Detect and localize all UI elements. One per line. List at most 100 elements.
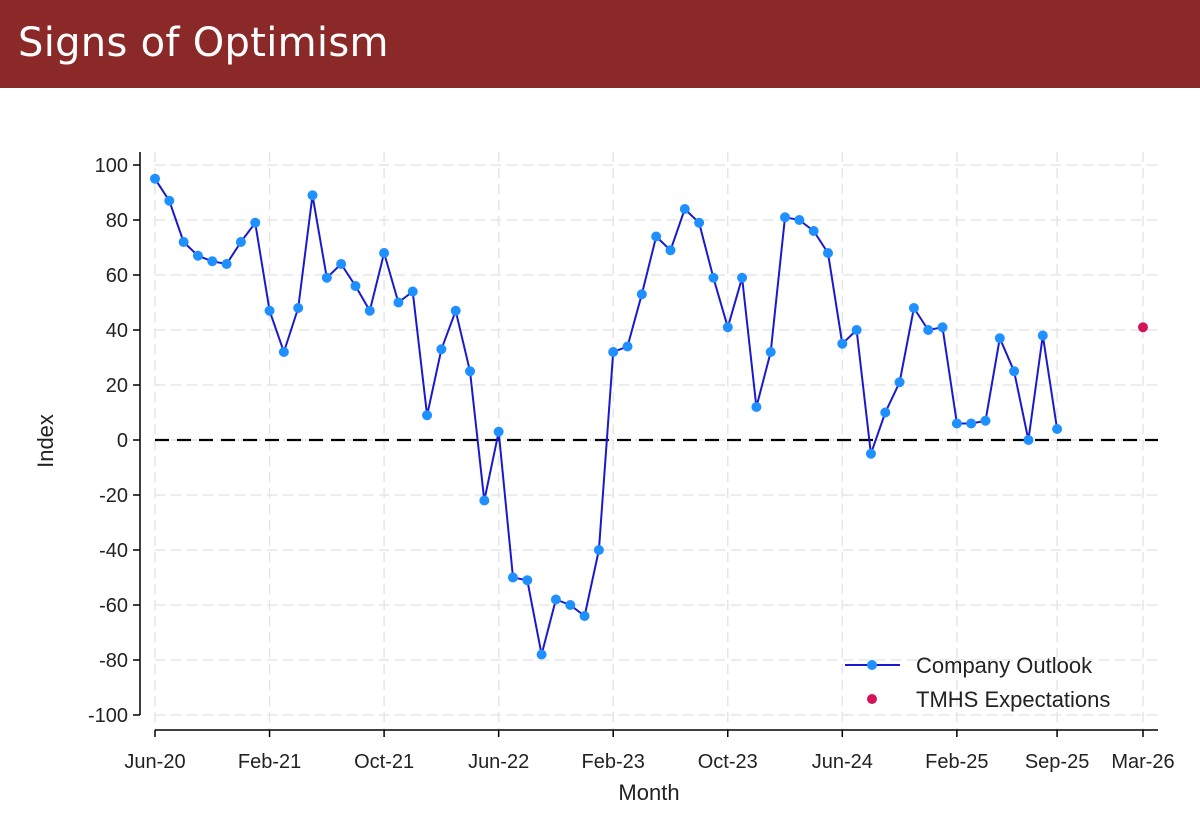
company-outlook-point xyxy=(422,410,433,421)
company-outlook-point xyxy=(379,248,390,258)
x-tick-label: Sep-25 xyxy=(1025,751,1090,773)
company-outlook-point xyxy=(722,322,733,333)
company-outlook-point xyxy=(579,611,590,621)
company-outlook-point xyxy=(264,305,275,316)
company-outlook-point xyxy=(364,305,375,316)
company-outlook-point xyxy=(407,286,418,297)
company-outlook-point xyxy=(207,256,218,267)
company-outlook-point xyxy=(608,347,619,357)
y-tick-label: -80 xyxy=(99,650,128,672)
company-outlook-point xyxy=(880,407,891,418)
company-outlook-point xyxy=(321,272,332,283)
legend-label-tmhs-expectations: TMHS Expectations xyxy=(916,687,1110,712)
company-outlook-point xyxy=(307,190,318,201)
y-tick-label: 100 xyxy=(95,155,128,177)
company-outlook-point xyxy=(293,303,304,313)
company-outlook-point xyxy=(436,344,447,355)
company-outlook-point xyxy=(278,347,289,357)
company-outlook-point xyxy=(507,572,518,583)
company-outlook-point xyxy=(808,226,819,236)
company-outlook-point xyxy=(780,212,791,223)
legend: Company Outlook TMHS Expectations xyxy=(845,653,1110,712)
company-outlook-point xyxy=(865,448,876,459)
company-outlook-point xyxy=(737,272,748,283)
legend-label-company-outlook: Company Outlook xyxy=(916,653,1093,678)
y-tick-label: 60 xyxy=(106,265,128,287)
x-axis-title: Month xyxy=(618,780,679,805)
company-outlook-point xyxy=(679,204,690,214)
y-axis-title: Index xyxy=(33,414,58,468)
company-outlook-point xyxy=(651,231,662,242)
tmhs-expectation-point xyxy=(1138,322,1148,333)
y-tick-label: -60 xyxy=(99,595,128,617)
company-outlook-point xyxy=(837,338,848,349)
company-outlook-point xyxy=(908,303,919,313)
company-outlook-line xyxy=(154,178,1059,656)
company-outlook-point xyxy=(694,217,705,228)
company-outlook-point xyxy=(708,272,719,283)
company-outlook-point xyxy=(894,377,905,388)
title-banner: Signs of Optimism xyxy=(0,0,1200,88)
company-outlook-point xyxy=(565,600,576,610)
company-outlook-point xyxy=(450,305,461,316)
axes xyxy=(139,152,1158,731)
x-tick-label: Feb-23 xyxy=(582,751,645,773)
series xyxy=(150,173,1148,660)
company-outlook-point xyxy=(994,333,1005,344)
company-outlook-point xyxy=(980,415,991,426)
company-outlook-point xyxy=(221,259,232,269)
company-outlook-point xyxy=(164,195,175,206)
y-tick-label: -20 xyxy=(99,485,128,507)
company-outlook-point xyxy=(150,173,160,184)
company-outlook-point xyxy=(522,575,533,586)
x-tick-label: Feb-25 xyxy=(925,751,988,773)
legend-marker-swatch xyxy=(867,660,877,670)
company-outlook-point xyxy=(235,237,246,247)
company-outlook-point xyxy=(536,649,547,660)
company-outlook-point xyxy=(192,250,203,261)
x-tick-label: Oct-23 xyxy=(698,751,758,773)
company-outlook-point xyxy=(751,402,762,412)
x-tick-label: Mar-26 xyxy=(1111,751,1174,773)
company-outlook-point xyxy=(1009,366,1020,377)
company-outlook-point xyxy=(794,215,805,225)
page-title: Signs of Optimism xyxy=(18,20,389,66)
company-outlook-point xyxy=(765,347,776,357)
company-outlook-point xyxy=(593,545,604,555)
legend-expectation-swatch xyxy=(867,694,877,704)
x-tick-label: Oct-21 xyxy=(354,751,414,773)
company-outlook-point xyxy=(550,594,561,605)
company-outlook-point xyxy=(1023,435,1034,445)
company-outlook-point xyxy=(250,217,261,228)
company-outlook-point xyxy=(393,297,404,308)
company-outlook-point xyxy=(636,289,647,300)
company-outlook-point xyxy=(665,245,676,256)
y-tick-label: 20 xyxy=(106,375,128,397)
company-outlook-point xyxy=(937,322,948,333)
y-tick-label: -40 xyxy=(99,540,128,562)
company-outlook-point xyxy=(1037,330,1048,341)
x-tick-label: Jun-22 xyxy=(468,751,529,773)
y-tick-label: 80 xyxy=(106,210,128,232)
y-tick-label: 40 xyxy=(106,320,128,342)
x-tick-label: Feb-21 xyxy=(238,751,301,773)
company-outlook-point xyxy=(493,426,504,437)
company-outlook-point xyxy=(336,259,347,269)
company-outlook-point xyxy=(1052,424,1063,434)
company-outlook-point xyxy=(479,495,490,506)
y-tick-label: 0 xyxy=(117,430,128,452)
company-outlook-point xyxy=(851,325,862,335)
x-tick-label: Jun-20 xyxy=(124,751,185,773)
company-outlook-point xyxy=(350,281,361,291)
x-tick-label: Jun-24 xyxy=(812,751,873,773)
y-ticks: 100 80 60 40 20 0 -20 -40 -60 -80 -100 xyxy=(88,155,140,727)
company-outlook-point xyxy=(951,418,962,429)
company-outlook-point xyxy=(923,325,934,335)
company-outlook-point xyxy=(966,418,977,429)
company-outlook-point xyxy=(622,341,633,352)
company-outlook-point xyxy=(178,237,189,247)
company-outlook-point xyxy=(822,248,833,258)
x-ticks: Jun-20 Feb-21 Oct-21 Jun-22 Feb-23 Oct-23 Jun-… xyxy=(124,730,1175,773)
company-outlook-point xyxy=(465,366,476,377)
